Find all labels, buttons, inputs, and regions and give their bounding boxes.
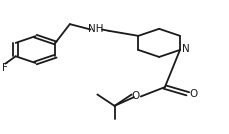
- Text: O: O: [189, 89, 198, 99]
- Text: F: F: [3, 63, 8, 73]
- Text: N: N: [182, 44, 190, 54]
- Text: O: O: [132, 92, 140, 101]
- Text: NH: NH: [88, 24, 104, 34]
